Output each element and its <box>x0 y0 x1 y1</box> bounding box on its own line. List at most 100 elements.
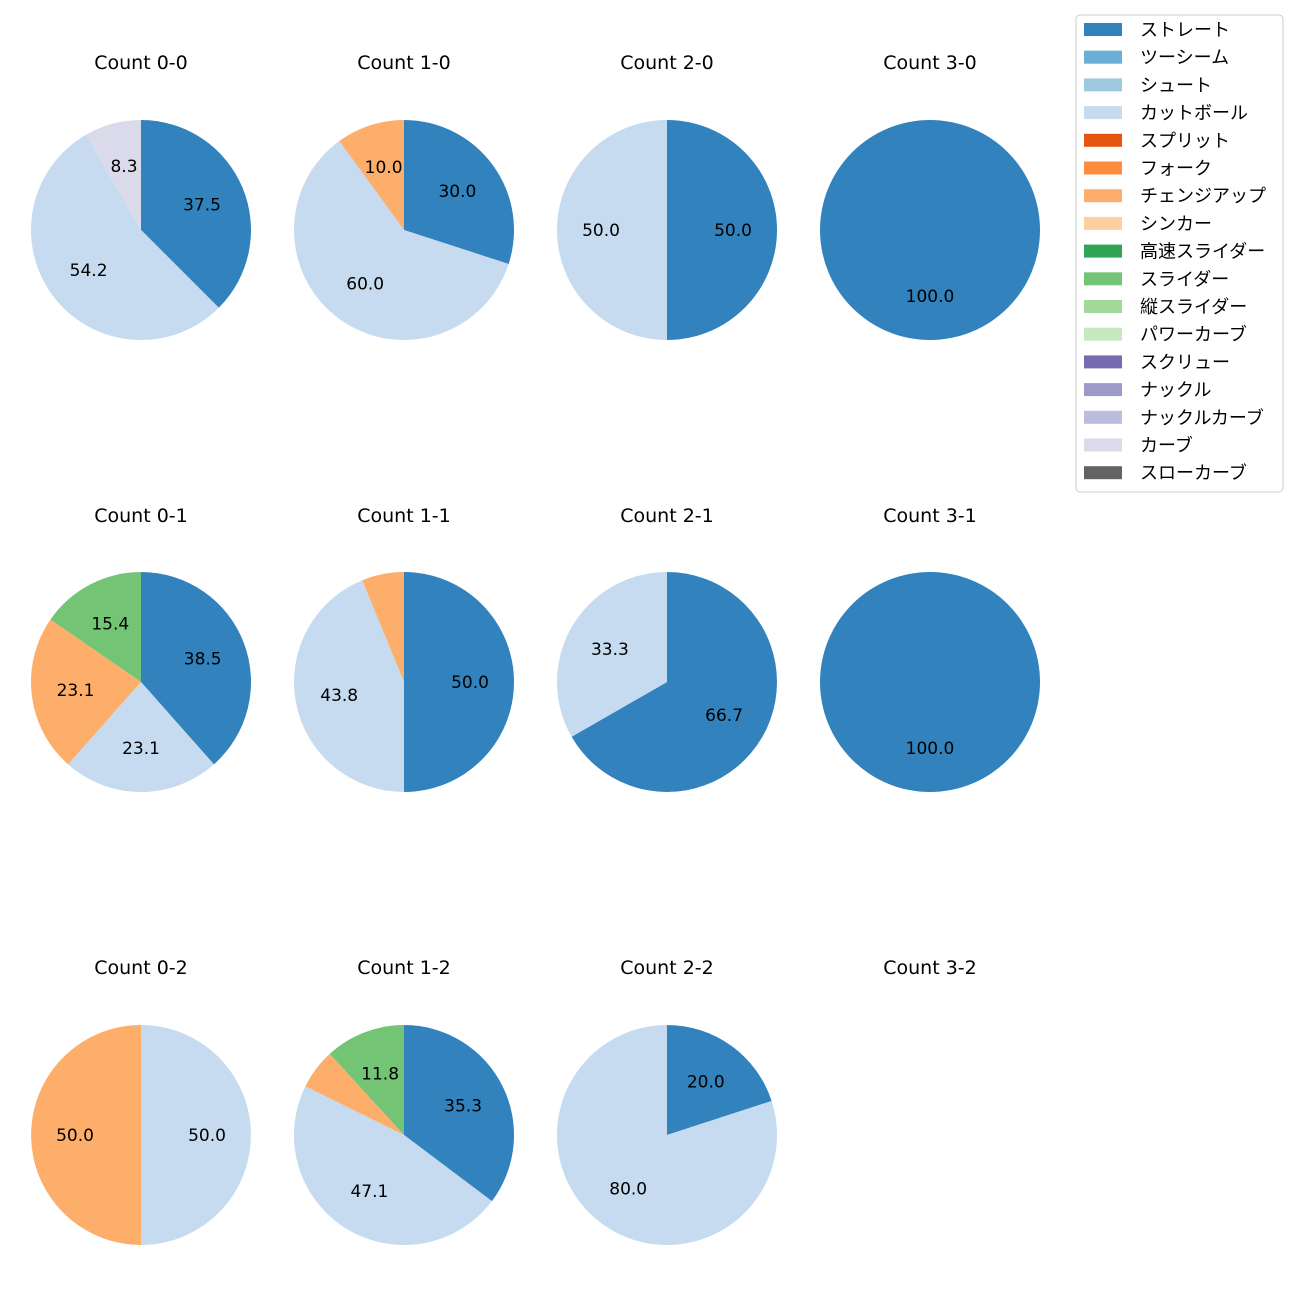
pie-label-count-0-2-1: 50.0 <box>56 1126 94 1146</box>
legend-label-5: フォーク <box>1140 159 1212 180</box>
pie-slice-count-3-1-0 <box>820 572 1040 792</box>
legend-swatch-15 <box>1084 438 1122 452</box>
legend-label-6: チェンジアップ <box>1140 186 1266 207</box>
legend-swatch-6 <box>1084 189 1122 203</box>
pie-label-count-1-2-0: 35.3 <box>444 1097 482 1117</box>
legend-swatch-7 <box>1084 216 1122 230</box>
pie-label-count-0-1-2: 23.1 <box>57 681 95 701</box>
pie-title-count-3-1: Count 3-1 <box>883 505 977 527</box>
pie-title-count-2-2: Count 2-2 <box>620 957 714 979</box>
pie-slice-count-3-0-0 <box>820 120 1040 340</box>
legend-label-2: シュート <box>1140 75 1212 96</box>
pie-label-count-2-0-0: 50.0 <box>714 221 752 241</box>
pie-title-count-1-0: Count 1-0 <box>357 52 451 74</box>
pie-slice-count-1-2-1 <box>293 1086 492 1245</box>
pie-count-3-2: Count 3-2 <box>883 957 977 979</box>
pie-label-count-0-0-1: 54.2 <box>70 261 108 281</box>
legend-label-14: ナックルカーブ <box>1140 407 1264 429</box>
pie-title-count-3-0: Count 3-0 <box>883 52 977 74</box>
pie-label-count-0-1-0: 38.5 <box>184 650 222 670</box>
legend-swatch-3 <box>1084 106 1122 120</box>
pie-slice-count-1-0-0 <box>404 120 515 264</box>
pie-slice-count-0-2-1 <box>31 1025 141 1245</box>
legend-label-7: シンカー <box>1140 214 1212 235</box>
legend-label-9: スライダー <box>1140 269 1229 290</box>
pie-count-1-1: Count 1-1 50.0 43.8 <box>293 505 514 792</box>
pie-slice-count-1-1-2 <box>362 572 404 682</box>
pie-slice-count-0-1-3 <box>50 572 141 682</box>
pie-slice-count-0-2-0 <box>141 1025 251 1245</box>
pie-slice-count-1-2-2 <box>305 1053 404 1135</box>
legend-swatch-13 <box>1084 383 1122 397</box>
pie-label-count-2-1-1: 33.3 <box>591 640 629 660</box>
pie-title-count-0-0: Count 0-0 <box>94 52 188 74</box>
pie-slice-count-0-1-2 <box>30 619 141 765</box>
pie-count-0-1: Count 0-1 38.5 23.1 23.1 15.4 <box>30 505 252 793</box>
pie-slice-count-1-0-1 <box>294 141 509 340</box>
pie-count-1-0: Count 1-0 30.0 60.0 10.0 <box>294 52 515 340</box>
pie-label-count-2-2-0: 20.0 <box>687 1073 725 1093</box>
legend-swatch-4 <box>1084 133 1122 147</box>
pie-label-count-2-1-0: 66.7 <box>705 706 743 726</box>
pie-slice-count-1-2-0 <box>404 1025 514 1202</box>
pie-label-count-2-2-1: 80.0 <box>609 1179 647 1199</box>
pie-count-3-0: Count 3-0 100.0 <box>820 52 1040 340</box>
legend-label-16: スローカーブ <box>1140 462 1247 484</box>
legend-swatch-5 <box>1084 161 1122 175</box>
legend-label-12: スクリュー <box>1140 352 1230 373</box>
pie-label-count-1-1-0: 50.0 <box>451 673 489 693</box>
legend-swatch-16 <box>1084 466 1122 480</box>
pie-slice-count-0-1-0 <box>141 572 252 765</box>
pie-label-count-1-0-2: 10.0 <box>365 158 403 178</box>
pie-label-count-0-1-1: 23.1 <box>122 739 160 759</box>
legend-label-15: カーブ <box>1140 435 1193 457</box>
pie-slice-count-0-0-0 <box>141 120 251 308</box>
pie-count-0-2: Count 0-2 50.0 50.0 <box>31 957 251 1245</box>
pie-label-count-1-1-1: 43.8 <box>320 686 358 706</box>
legend-swatch-11 <box>1084 327 1122 341</box>
pie-slice-count-2-1-0 <box>571 572 777 792</box>
pie-label-count-1-0-1: 60.0 <box>346 274 384 294</box>
pie-label-count-0-2-0: 50.0 <box>188 1126 226 1146</box>
pie-count-0-0: Count 0-0 37.5 54.2 8.3 <box>30 52 251 340</box>
legend-label-4: スプリット <box>1140 131 1230 152</box>
charts-layer: Count 0-0 37.5 54.2 8.3 Count 1-0 30.0 60.0 10.… <box>30 52 1040 1245</box>
pie-slice-count-2-2-0 <box>667 1025 772 1135</box>
pie-label-count-2-0-1: 50.0 <box>582 221 620 241</box>
pie-count-3-1: Count 3-1 100.0 <box>820 505 1040 792</box>
pie-title-count-1-1: Count 1-1 <box>357 505 451 527</box>
legend-swatch-0 <box>1084 23 1122 36</box>
pie-label-count-1-0-0: 30.0 <box>438 182 476 202</box>
legend-label-10: 縦スライダー <box>1140 297 1247 318</box>
pie-slice-count-1-1-1 <box>293 580 404 792</box>
legend-swatch-10 <box>1084 300 1122 313</box>
legend-label-11: パワーカーブ <box>1140 324 1247 346</box>
legend: ストレートツーシームシュートカットボールスプリットフォークチェンジアップシンカー… <box>1075 14 1284 493</box>
pie-title-count-0-2: Count 0-2 <box>94 957 188 979</box>
pie-slice-count-1-0-2 <box>339 120 404 230</box>
pie-slice-count-2-2-1 <box>557 1025 778 1245</box>
pie-title-count-0-1: Count 0-1 <box>94 505 188 527</box>
pie-slice-count-2-1-1 <box>556 572 667 737</box>
pie-label-count-0-1-3: 15.4 <box>91 615 129 635</box>
pie-slice-count-1-1-0 <box>404 572 514 792</box>
pie-slice-count-2-0-1 <box>557 120 667 340</box>
legend-swatch-1 <box>1084 50 1122 64</box>
legend-swatch-9 <box>1084 272 1122 286</box>
pie-title-count-3-2: Count 3-2 <box>883 957 977 979</box>
pie-slice-count-0-0-2 <box>86 120 141 230</box>
legend-swatch-2 <box>1084 78 1122 92</box>
pie-title-count-1-2: Count 1-2 <box>357 957 451 979</box>
legend-label-0: ストレート <box>1140 20 1230 41</box>
legend-label-1: ツーシーム <box>1140 48 1229 69</box>
pie-slice-count-1-2-3 <box>329 1025 404 1135</box>
legend-label-8: 高速スライダー <box>1140 242 1265 263</box>
pie-label-count-3-0-0: 100.0 <box>906 287 955 307</box>
pie-slice-count-0-0-1 <box>30 134 219 340</box>
legend-swatch-12 <box>1084 355 1122 369</box>
legend-frame <box>1075 14 1284 493</box>
pie-slice-count-2-0-0 <box>667 120 777 340</box>
legend-label-3: カットボール <box>1140 103 1248 124</box>
pie-count-1-2: Count 1-2 35.3 47.1 11.8 <box>293 957 514 1245</box>
